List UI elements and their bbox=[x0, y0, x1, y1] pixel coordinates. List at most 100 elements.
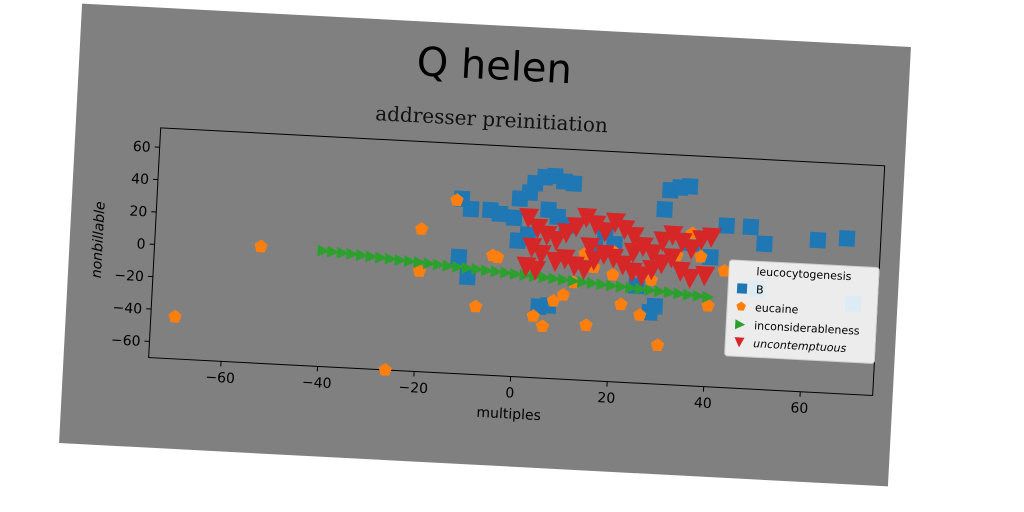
uncontemptuous-point bbox=[624, 226, 645, 248]
inconsiderableness-point bbox=[586, 277, 599, 290]
b-point bbox=[505, 209, 523, 227]
eucaine-point bbox=[526, 309, 540, 322]
legend-label: eucaine bbox=[755, 301, 799, 316]
inconsiderableness-point bbox=[326, 245, 340, 258]
inconsiderableness-point bbox=[394, 253, 407, 266]
uncontemptuous-point bbox=[586, 214, 607, 236]
legend-marker bbox=[734, 337, 745, 348]
eucaine-point bbox=[633, 308, 647, 322]
inconsiderableness-point bbox=[346, 247, 359, 260]
y-tick-label: 0 bbox=[136, 236, 146, 252]
inconsiderableness-point bbox=[384, 252, 397, 265]
legend-label: uncontemptuous bbox=[753, 337, 847, 355]
uncontemptuous-point bbox=[633, 236, 654, 258]
inconsiderableness-point bbox=[634, 282, 648, 295]
inconsiderableness-point bbox=[442, 259, 455, 272]
inconsiderableness-point bbox=[605, 279, 619, 292]
uncontemptuous-point bbox=[680, 268, 701, 289]
eucaine-point bbox=[694, 249, 708, 263]
x-tick-label: 20 bbox=[597, 390, 616, 407]
axis-ticks: −60 −40 −20 0 20 40 60 −60 −40 −20 0 20 40 60 bbox=[111, 139, 809, 417]
inconsiderableness-point bbox=[461, 261, 474, 274]
inconsiderableness-point bbox=[432, 258, 446, 271]
eucaine-point bbox=[650, 338, 665, 352]
x-tick-label: −60 bbox=[205, 370, 235, 388]
inconsiderableness-point bbox=[490, 265, 503, 278]
x-tick-label: −20 bbox=[398, 380, 428, 398]
eucaine-point bbox=[717, 263, 732, 277]
legend-label: inconsiderableness bbox=[754, 319, 860, 338]
inconsiderableness-point bbox=[317, 244, 330, 257]
eucaine-point bbox=[701, 298, 715, 312]
b-point bbox=[491, 205, 509, 223]
uncontemptuous-point bbox=[606, 212, 627, 234]
inconsiderableness-point bbox=[413, 256, 426, 269]
uncontemptuous-point bbox=[526, 260, 547, 281]
eucaine-point bbox=[546, 293, 561, 307]
eucaine-point bbox=[415, 222, 429, 235]
x-tick-label: 40 bbox=[694, 395, 713, 412]
uncontemptuous-point bbox=[663, 225, 684, 246]
inconsiderableness-point bbox=[682, 288, 696, 301]
x-tick-label: 0 bbox=[505, 385, 515, 401]
uncontemptuous-point bbox=[567, 217, 588, 238]
uncontemptuous-point bbox=[595, 221, 616, 243]
x-tick-label: −40 bbox=[302, 375, 332, 393]
y-tick-label: 60 bbox=[132, 139, 151, 156]
legend-marker bbox=[736, 301, 747, 311]
uncontemptuous-point bbox=[702, 227, 723, 248]
inconsiderableness-point bbox=[365, 250, 378, 263]
uncontemptuous-point bbox=[519, 208, 540, 229]
inconsiderableness-point bbox=[625, 281, 638, 294]
uncontemptuous-point bbox=[574, 259, 595, 281]
uncontemptuous-point bbox=[547, 230, 567, 252]
inconsiderableness-point bbox=[509, 267, 523, 280]
inconsiderableness-point bbox=[336, 246, 349, 259]
legend-marker bbox=[736, 283, 748, 294]
inconsiderableness-point bbox=[577, 275, 590, 288]
uncontemptuous-point bbox=[672, 232, 693, 253]
b-point bbox=[756, 235, 773, 253]
legend-label: B bbox=[756, 283, 764, 296]
uncontemptuous-point bbox=[537, 225, 558, 246]
eucaine-point bbox=[412, 264, 427, 278]
eucaine-point bbox=[469, 299, 483, 313]
b-point bbox=[809, 231, 827, 249]
y-tick-label: −20 bbox=[114, 268, 144, 286]
eucaine-point bbox=[168, 309, 182, 323]
y-axis-label: nonbillable bbox=[89, 201, 109, 279]
b-point bbox=[656, 201, 674, 218]
inconsiderableness-point bbox=[596, 278, 609, 291]
inconsiderableness-point bbox=[654, 285, 667, 298]
uncontemptuous-point bbox=[522, 237, 543, 258]
eucaine-point bbox=[254, 239, 268, 253]
uncontemptuous-point bbox=[671, 261, 692, 282]
inconsiderableness-point bbox=[702, 290, 715, 303]
eucaine-point bbox=[490, 250, 505, 264]
uncontemptuous-point bbox=[531, 244, 552, 265]
eucaine-point bbox=[535, 319, 550, 333]
inconsiderableness-point bbox=[355, 249, 369, 262]
eucaine-point bbox=[579, 318, 593, 332]
uncontemptuous-point bbox=[615, 219, 636, 241]
x-tick-label: 60 bbox=[790, 400, 809, 417]
inconsiderableness-point bbox=[500, 266, 513, 279]
inconsiderableness-point bbox=[471, 263, 484, 276]
eucaine-point bbox=[556, 287, 571, 301]
uncontemptuous-point bbox=[577, 207, 598, 229]
uncontemptuous-point bbox=[682, 239, 703, 260]
y-tick-label: 40 bbox=[131, 171, 150, 188]
y-tick-label: −60 bbox=[111, 332, 141, 350]
eucaine-point bbox=[450, 193, 464, 207]
inconsiderableness-point bbox=[567, 274, 580, 287]
inconsiderableness-point bbox=[557, 273, 571, 286]
legend-title: leucocytogenesis bbox=[756, 265, 852, 283]
b-point bbox=[702, 248, 719, 266]
eucaine-point bbox=[614, 297, 628, 311]
uncontemptuous-point bbox=[643, 243, 664, 265]
b-point bbox=[462, 200, 480, 218]
uncontemptuous-point bbox=[662, 247, 683, 269]
inconsiderableness-point bbox=[663, 286, 676, 299]
